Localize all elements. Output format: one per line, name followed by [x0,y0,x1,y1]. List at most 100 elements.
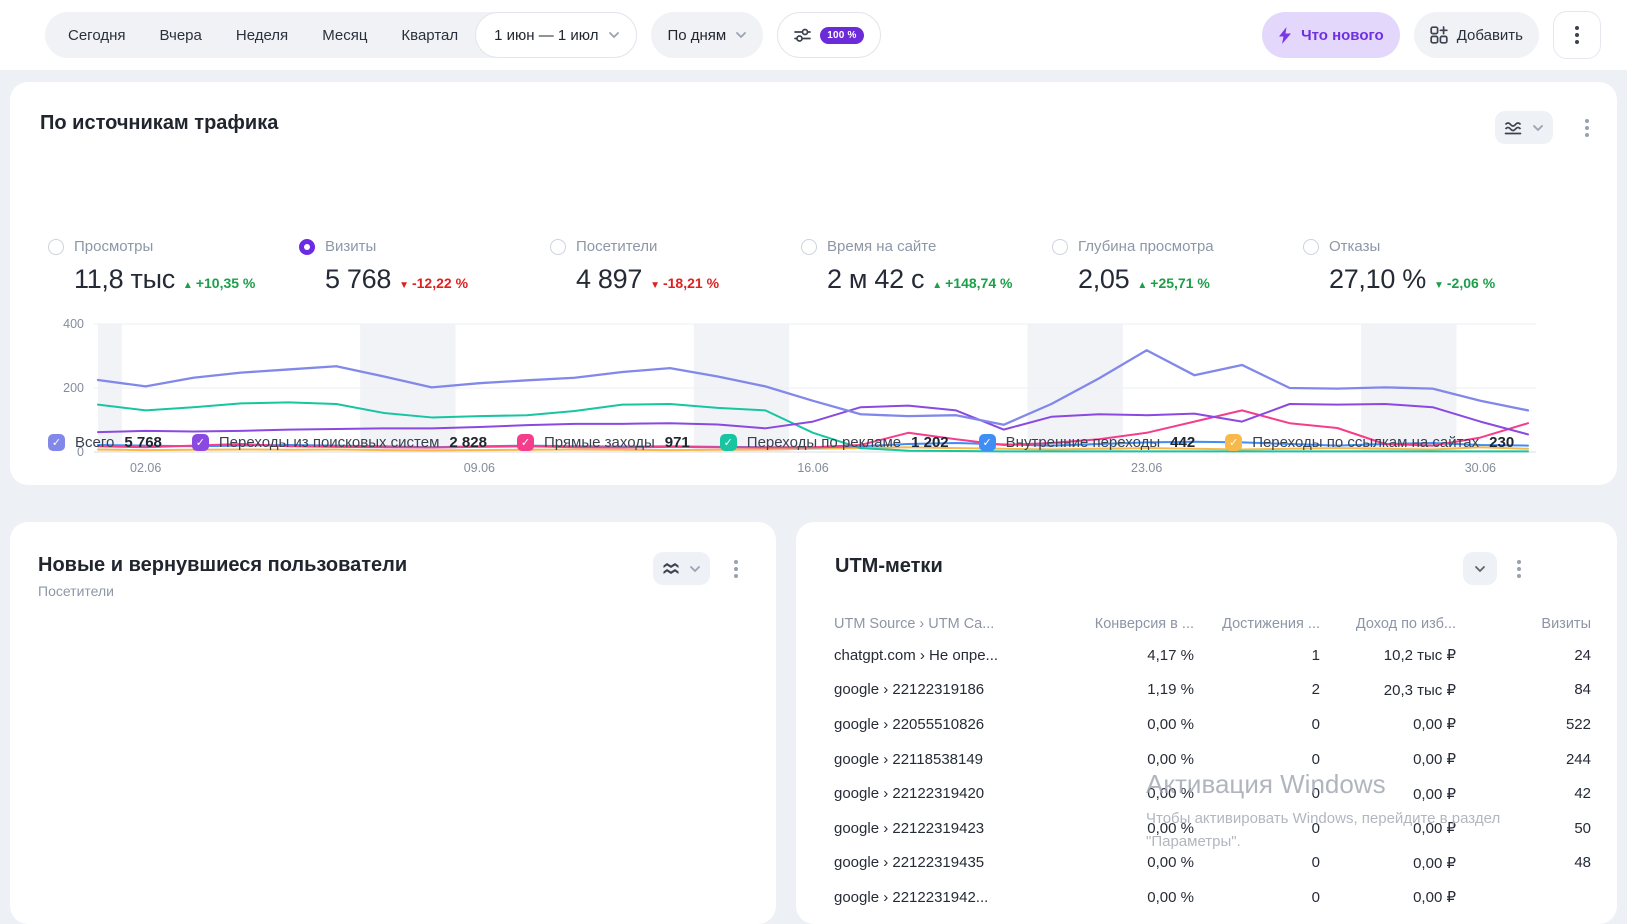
period-button-month[interactable]: Месяц [322,26,368,44]
y-axis-label: 200 [63,381,84,395]
chevron-down-icon [690,565,700,572]
add-widget-button[interactable]: Добавить [1413,12,1539,58]
metric-label: Визиты [325,238,377,255]
period-buttons: Сегодня Вчера Неделя Месяц Квартал [45,27,475,44]
whats-new-button[interactable]: Что нового [1262,12,1400,58]
utm-column-header-0[interactable]: UTM Source › UTM Ca... [834,616,995,632]
period-button-quarter[interactable]: Квартал [401,26,459,44]
utm-card: UTM-метки UTM Source › UTM Ca... Конверси… [796,522,1617,924]
metric-number: 2,05 [1078,264,1130,294]
checkbox-icon[interactable]: ✓ [1225,434,1243,451]
utm-cell: 24 [1574,646,1591,664]
whats-new-label: Что нового [1301,26,1384,44]
chevron-down-icon [736,32,747,38]
utm-card-title: UTM-метки [835,555,943,577]
utm-row-1[interactable]: google › 22122319186 1,19 % 2 20,3 тыс ₽ 84 [834,673,1591,708]
traffic-sources-card: По источникам трафика Просмотры 11,8 тыс ▲… [10,82,1617,485]
utm-row-2[interactable]: google › 22055510826 0,00 % 0 0,00 ₽ 522 [834,707,1591,742]
traffic-series-line-5 [97,446,1529,452]
metric-2: Посетители 4 897 ▼ -18,21 % [550,238,801,295]
delta-text: -12,22 % [411,275,469,291]
utm-column-header-2[interactable]: Достижения ... [1222,616,1320,632]
utm-row-3[interactable]: google › 22118538149 0,00 % 0 0,00 ₽ 244 [834,742,1591,777]
utm-cell: 0,00 ₽ [1413,751,1456,769]
metric-label: Время на сайте [827,238,937,255]
users-card-subtitle: Посетители [38,583,114,599]
checkbox-icon[interactable]: ✓ [48,434,65,451]
utm-collapse-button[interactable] [1463,552,1497,585]
granularity-select[interactable]: По дням [651,12,764,58]
utm-source-cell: google › 22122319435 [834,854,985,872]
metric-1: Визиты 5 768 ▼ -12,22 % [299,238,550,295]
traffic-metrics-row: Просмотры 11,8 тыс ▲ +10,35 % Визиты 5 768 ▼ -1… [48,238,1554,295]
checkbox-icon[interactable]: ✓ [719,434,737,451]
utm-table-header: UTM Source › UTM Ca... Конверсия в ... Дос… [834,610,1591,638]
utm-row-6[interactable]: google › 22122319435 0,00 % 0 0,00 ₽ 48 [834,846,1591,881]
metric-label: Глубина просмотра [1078,238,1214,255]
metric-radio-4[interactable] [1052,238,1068,255]
period-button-today[interactable]: Сегодня [68,26,126,44]
metric-head-1: Визиты [299,238,550,255]
arrow-up-icon: ▲ [1137,280,1148,291]
metric-value: 5 768 ▼ -12,22 % [299,264,550,295]
metric-radio-1[interactable] [299,238,315,255]
utm-cell: 0 [1311,888,1320,906]
line-chart-icon [1504,122,1522,135]
utm-cell: 0,00 ₽ [1413,785,1456,803]
period-button-yesterday[interactable]: Вчера [159,26,202,44]
users-chart-type-select[interactable] [653,552,710,585]
date-range-picker[interactable]: 1 июн — 1 июл [475,12,638,58]
granularity-label: По дням [667,26,727,44]
metric-radio-0[interactable] [48,238,64,255]
utm-cell: 0 [1311,854,1320,872]
utm-column-header-3[interactable]: Доход по изб... [1355,616,1456,632]
toolbar-kebab-button[interactable] [1553,11,1601,59]
delta-text: +148,74 % [945,275,1013,291]
users-card-kebab-button[interactable] [734,560,738,578]
utm-column-header-4[interactable]: Визиты [1541,616,1591,632]
sampling-settings[interactable]: 100 % [777,12,881,58]
traffic-legend-item-3: ✓ Переходы по рекламе 1 202 [719,434,949,451]
utm-cell: 1,19 % [1147,681,1194,699]
metric-head-2: Посетители [550,238,801,255]
metric-radio-2[interactable] [550,238,566,255]
utm-source-cell: google › 22122319420 [834,785,985,803]
utm-row-4[interactable]: google › 22122319420 0,00 % 0 0,00 ₽ 42 [834,776,1591,811]
delta-text: -2,06 % [1446,275,1496,291]
utm-cell: 0,00 ₽ [1413,854,1456,872]
metric-head-4: Глубина просмотра [1052,238,1303,255]
metric-radio-3[interactable] [801,238,817,255]
checkbox-icon[interactable]: ✓ [978,434,996,451]
metric-delta: ▼ -18,21 % [650,275,719,291]
utm-source-cell: google › 2212231942... [834,888,989,906]
arrow-down-icon: ▼ [399,280,409,291]
utm-source-cell: chatgpt.com › Не опре... [834,646,999,664]
x-axis-label: 16.06 [797,461,828,475]
utm-row-0[interactable]: chatgpt.com › Не опре... 4,17 % 1 10,2 тыс … [834,638,1591,673]
period-button-week[interactable]: Неделя [235,26,289,44]
checkbox-icon[interactable]: ✓ [516,434,534,451]
utm-column-header-1[interactable]: Конверсия в ... [1094,616,1194,632]
add-label: Добавить [1456,26,1523,44]
utm-cell: 20,3 тыс ₽ [1383,681,1456,699]
utm-cell: 0,00 ₽ [1413,716,1456,734]
utm-cell: 0 [1311,785,1320,803]
utm-row-partial[interactable]: google › 2212231942... 0,00 % 0 0,00 ₽ [834,880,1591,915]
checkbox-icon[interactable]: ✓ [191,434,209,451]
utm-row-5[interactable]: google › 22122319423 0,00 % 0 0,00 ₽ 50 [834,811,1591,846]
traffic-chart-type-select[interactable] [1495,111,1553,144]
legend-value: 1 202 [911,434,949,451]
traffic-card-title: По источникам трафика [40,112,279,134]
metric-radio-5[interactable] [1303,238,1319,255]
utm-card-kebab-button[interactable] [1517,560,1521,578]
traffic-card-kebab-button[interactable] [1585,119,1589,137]
lightning-bolt-icon [1279,26,1292,44]
utm-cell: 2 [1311,681,1320,699]
traffic-series-line-1 [97,403,1529,436]
metric-label: Посетители [576,238,658,255]
grid-plus-icon [1430,26,1448,44]
legend-value: 971 [664,434,690,451]
metric-number: 4 897 [576,264,643,294]
utm-cell: 4,17 % [1147,646,1194,664]
utm-cell: 0 [1311,715,1320,733]
